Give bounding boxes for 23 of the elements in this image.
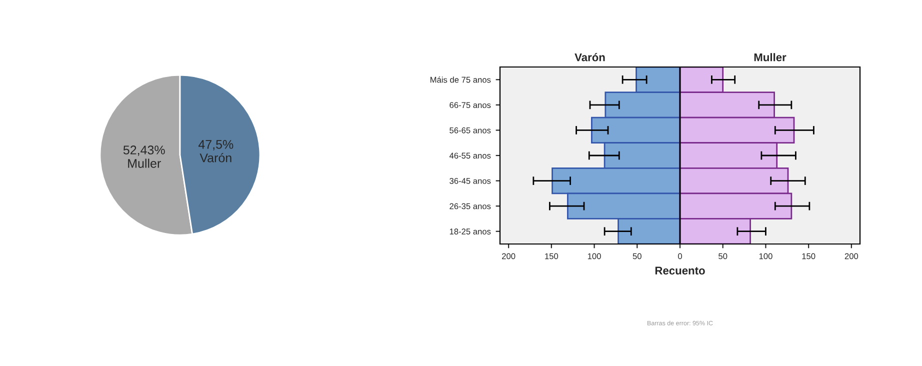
- x-tick-label: 200: [502, 253, 516, 260]
- x-tick-label: 100: [759, 253, 772, 260]
- y-tick-label: Máis de 75 anos: [430, 76, 491, 83]
- data-label: 52,43%: [123, 146, 165, 156]
- y-tick-label: 18-25 anos: [450, 228, 491, 234]
- x-tick-label: 150: [802, 253, 816, 260]
- slice-label: Varón: [200, 152, 232, 162]
- y-tick-label: 26-35 anos: [450, 203, 491, 210]
- data-label: 47,5%: [198, 140, 234, 150]
- text: Varón: [574, 53, 605, 62]
- x-tick-label: 100: [588, 253, 601, 260]
- x-axis-title: Recuento: [655, 266, 705, 275]
- x-tick-label: 50: [718, 253, 728, 260]
- y-tick-label: 46-55 anos: [449, 152, 491, 159]
- x-tick-label: 150: [545, 253, 558, 260]
- y-tick-label: 56-65 anos: [450, 127, 491, 134]
- x-tick-label: 200: [844, 253, 858, 260]
- text: Muller: [754, 53, 786, 62]
- x-tick-label: 0: [678, 253, 682, 260]
- y-tick-label: 36-45 anos: [450, 178, 491, 184]
- y-tick-label: 66-75 anos: [450, 102, 491, 108]
- x-tick-label: 50: [632, 253, 642, 260]
- slice-label: Muller: [128, 158, 161, 168]
